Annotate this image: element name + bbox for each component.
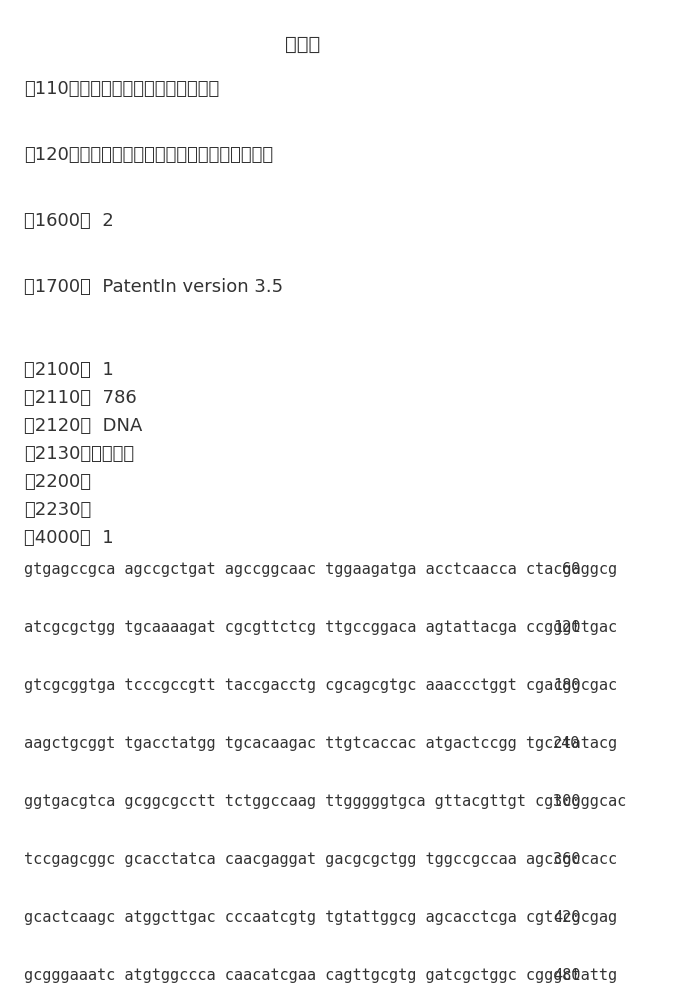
Text: 〈1700＞  PatentIn version 3.5: 〈1700＞ PatentIn version 3.5	[24, 278, 283, 296]
Text: 〈2120＞  DNA: 〈2120＞ DNA	[24, 417, 143, 435]
Text: 120: 120	[553, 620, 581, 635]
Text: 序列表: 序列表	[284, 35, 320, 54]
Text: 〈2130＞人工序列: 〈2130＞人工序列	[24, 445, 134, 463]
Text: 〈2200＞: 〈2200＞	[24, 473, 91, 491]
Text: 〈110〉广东体必康生物科技有限公司: 〈110〉广东体必康生物科技有限公司	[24, 80, 219, 98]
Text: gtcgcggtga tcccgccgtt taccgacctg cgcagcgtgc aaaccctggt cgacggcgac: gtcgcggtga tcccgccgtt taccgacctg cgcagcg…	[24, 678, 617, 693]
Text: 60: 60	[562, 562, 581, 577]
Text: 〈2100＞  1: 〈2100＞ 1	[24, 360, 114, 378]
Text: atcgcgctgg tgcaaaagat cgcgttctcg ttgccggaca agtattacga ccgggttgac: atcgcgctgg tgcaaaagat cgcgttctcg ttgccgg…	[24, 620, 617, 635]
Text: 〈4000＞  1: 〈4000＞ 1	[24, 529, 113, 547]
Text: 〈2230＞: 〈2230＞	[24, 501, 91, 519]
Text: 〈120〉一种特异性检测结核分枝杆菌感染的蛋白: 〈120〉一种特异性检测结核分枝杆菌感染的蛋白	[24, 146, 273, 164]
Text: gtgagccgca agccgctgat agccggcaac tggaagatga acctcaacca ctacgaggcg: gtgagccgca agccgctgat agccggcaac tggaaga…	[24, 562, 617, 577]
Text: aagctgcggt tgacctatgg tgcacaagac ttgtcaccac atgactccgg tgcctatacg: aagctgcggt tgacctatgg tgcacaagac ttgtcac…	[24, 736, 617, 751]
Text: 480: 480	[553, 968, 581, 983]
Text: ggtgacgtca gcggcgcctt tctggccaag ttgggggtgca gttacgttgt cgtcgggcac: ggtgacgtca gcggcgcctt tctggccaag ttggggg…	[24, 794, 626, 809]
Text: gcactcaagc atggcttgac cccaatcgtg tgtattggcg agcacctcga cgtccgcgag: gcactcaagc atggcttgac cccaatcgtg tgtattg…	[24, 910, 617, 925]
Text: 180: 180	[553, 678, 581, 693]
Text: 300: 300	[553, 794, 581, 809]
Text: tccgagcggc gcacctatca caacgaggat gacgcgctgg tggccgccaa agccgccacc: tccgagcggc gcacctatca caacgaggat gacgcgc…	[24, 852, 617, 867]
Text: gcgggaaatc atgtggccca caacatcgaa cagttgcgtg gatcgctggc cgggctattg: gcgggaaatc atgtggccca caacatcgaa cagttgc…	[24, 968, 617, 983]
Text: 420: 420	[553, 910, 581, 925]
Text: 240: 240	[553, 736, 581, 751]
Text: 〈2110＞  786: 〈2110＞ 786	[24, 389, 137, 407]
Text: 360: 360	[553, 852, 581, 867]
Text: 〈1600＞  2: 〈1600＞ 2	[24, 212, 114, 230]
